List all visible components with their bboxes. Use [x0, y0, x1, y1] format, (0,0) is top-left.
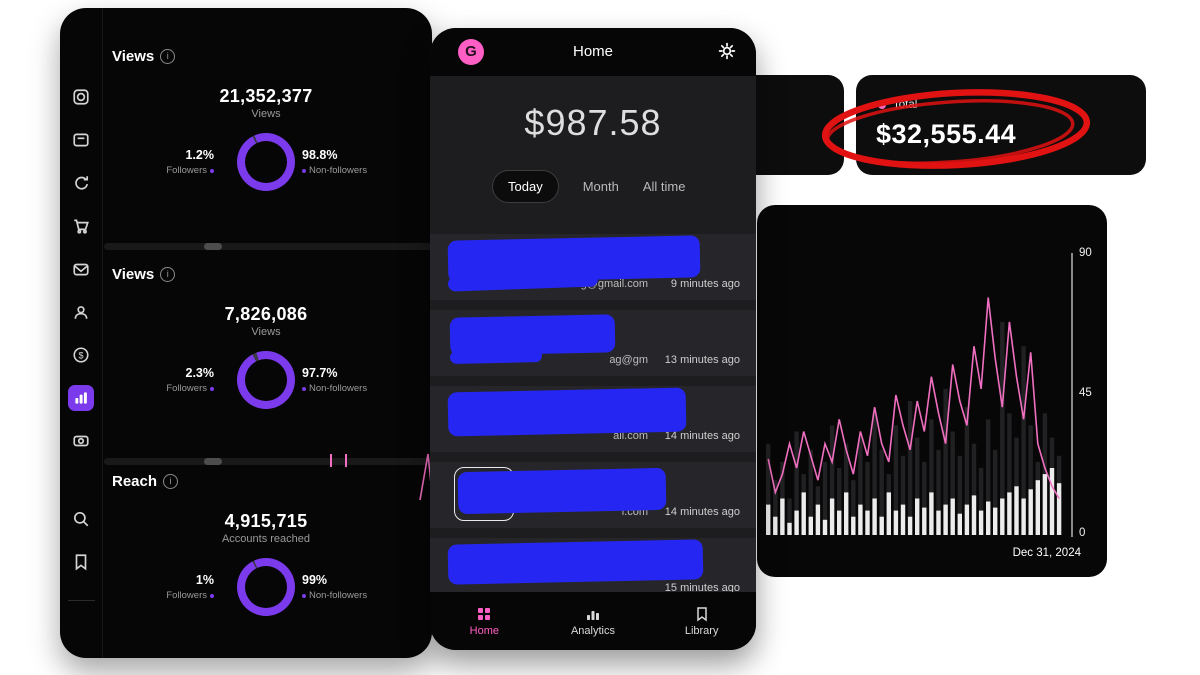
- chart-date-label: Dec 31, 2024: [1012, 547, 1081, 559]
- views-caption: Views: [251, 108, 281, 120]
- views-caption: Views: [251, 326, 281, 338]
- transaction-time: 13 minutes ago: [664, 354, 740, 366]
- legend-dot: [210, 168, 214, 173]
- transaction-time: 9 minutes ago: [670, 278, 740, 290]
- info-icon[interactable]: i: [160, 49, 176, 64]
- mini-tick: [330, 454, 332, 467]
- tab-month[interactable]: Month: [582, 179, 619, 194]
- followers-donut-chart: [237, 133, 295, 191]
- y-tick-90: 90: [1079, 247, 1092, 259]
- views-section-2: Views i 7,826,086 Views 2.3% Followers 9…: [106, 266, 426, 471]
- tab-today[interactable]: Today: [492, 170, 559, 203]
- payouts-icon[interactable]: [72, 432, 90, 450]
- messages-icon[interactable]: [72, 260, 90, 278]
- tab-all-time[interactable]: All time: [642, 179, 686, 194]
- total-label: Total: [893, 99, 918, 111]
- panel-scrollbar: [104, 243, 432, 250]
- redaction-scribble: [457, 467, 667, 515]
- redaction-scribble: [447, 387, 687, 437]
- sidebar-divider: [102, 8, 103, 658]
- nav-library[interactable]: Library: [662, 606, 742, 637]
- redaction-scribble: [447, 539, 704, 585]
- nonfollowers-stat: 98.8% Non-followers: [302, 148, 368, 176]
- section-title: Reach i: [112, 473, 179, 490]
- mini-tick: [345, 454, 347, 467]
- settings-gear-icon[interactable]: [718, 42, 736, 65]
- followers-stat: 2.3% Followers: [166, 366, 214, 394]
- transaction-time: 15 minutes ago: [664, 582, 740, 594]
- repost-icon[interactable]: [72, 174, 90, 192]
- section-title: Views i: [112, 266, 176, 283]
- redaction-scribble: [449, 349, 543, 364]
- followers-donut-chart: [237, 558, 295, 616]
- insights-panel: $ Views i 21,352,377 Views 1.2% Follower…: [60, 8, 432, 658]
- total-earnings-card: Total $32,555.44: [856, 75, 1146, 175]
- nonfollowers-stat: 97.7% Non-followers: [302, 366, 368, 394]
- bookmark-icon[interactable]: [72, 553, 90, 571]
- y-tick-45: 45: [1079, 387, 1092, 399]
- total-legend-dot: [878, 101, 886, 109]
- views-count: 7,826,086: [224, 304, 308, 324]
- earnings-chart-card: 90 45 0 Dec 31, 2024: [757, 205, 1107, 577]
- reach-section: Reach i 4,915,715 Accounts reached 1% Fo…: [106, 473, 426, 658]
- y-axis-line: [1071, 253, 1073, 537]
- posts-icon[interactable]: [72, 88, 90, 106]
- legend-dot: [210, 386, 214, 391]
- bottom-nav: Home Analytics Library: [430, 592, 756, 650]
- revenue-chart: [766, 297, 1062, 535]
- followers-stat: 1% Followers: [166, 573, 214, 601]
- y-tick-0: 0: [1079, 527, 1086, 539]
- phone-top-bar: G Home: [430, 28, 756, 76]
- time-range-tabs: Today Month All time: [492, 170, 685, 203]
- earnings-icon[interactable]: $: [72, 346, 90, 364]
- legend-dot: [302, 386, 306, 391]
- scrollbar-thumb[interactable]: [204, 458, 222, 465]
- email-fragment: ag@gm: [609, 354, 648, 366]
- transaction-time: 14 minutes ago: [664, 506, 740, 518]
- email-fragment: ail.com: [613, 430, 648, 442]
- balance-amount: $987.58: [524, 102, 662, 143]
- transaction-time: 14 minutes ago: [664, 430, 740, 442]
- app-logo-avatar[interactable]: G: [458, 39, 484, 65]
- views-section-1: Views i 21,352,377 Views 1.2% Followers …: [106, 48, 426, 253]
- legend-dot: [302, 593, 306, 598]
- cart-icon[interactable]: [72, 217, 90, 235]
- panel-scrollbar: [104, 454, 432, 467]
- views-count: 21,352,377: [219, 86, 313, 106]
- reach-caption: Accounts reached: [221, 533, 311, 545]
- page-title: Home: [572, 43, 613, 60]
- transaction-row[interactable]: l.com 14 minutes ago: [430, 462, 756, 528]
- transaction-row[interactable]: ag@gm 13 minutes ago: [430, 310, 756, 376]
- section-title: Views i: [112, 48, 176, 65]
- analytics-bars-icon: [586, 610, 599, 620]
- phone-app: G Home $987.58 Today Month All time g@gm…: [430, 28, 756, 650]
- search-icon[interactable]: [72, 510, 90, 528]
- legend-dot: [210, 593, 214, 598]
- transaction-row[interactable]: ail.com 14 minutes ago: [430, 386, 756, 452]
- info-icon[interactable]: i: [163, 474, 179, 489]
- home-grid-icon: [478, 607, 491, 620]
- reach-count: 4,915,715: [224, 511, 308, 531]
- transaction-row[interactable]: g@gmail.com 9 minutes ago: [430, 234, 756, 300]
- svg-text:$: $: [78, 350, 83, 360]
- sidebar-section-divider: [68, 600, 95, 601]
- library-bookmark-icon: [696, 606, 707, 621]
- insights-icon[interactable]: [68, 385, 94, 411]
- followers-donut-chart: [237, 351, 295, 409]
- followers-stat: 1.2% Followers: [166, 148, 214, 176]
- info-icon[interactable]: i: [160, 267, 176, 282]
- total-value: $32,555.44: [876, 119, 1017, 149]
- legend-dot: [302, 168, 306, 173]
- nav-home[interactable]: Home: [444, 606, 524, 637]
- audience-icon[interactable]: [72, 303, 90, 321]
- scrollbar-thumb[interactable]: [204, 243, 222, 250]
- nonfollowers-stat: 99% Non-followers: [302, 573, 368, 601]
- archive-icon[interactable]: [72, 131, 90, 149]
- nav-analytics[interactable]: Analytics: [553, 606, 633, 637]
